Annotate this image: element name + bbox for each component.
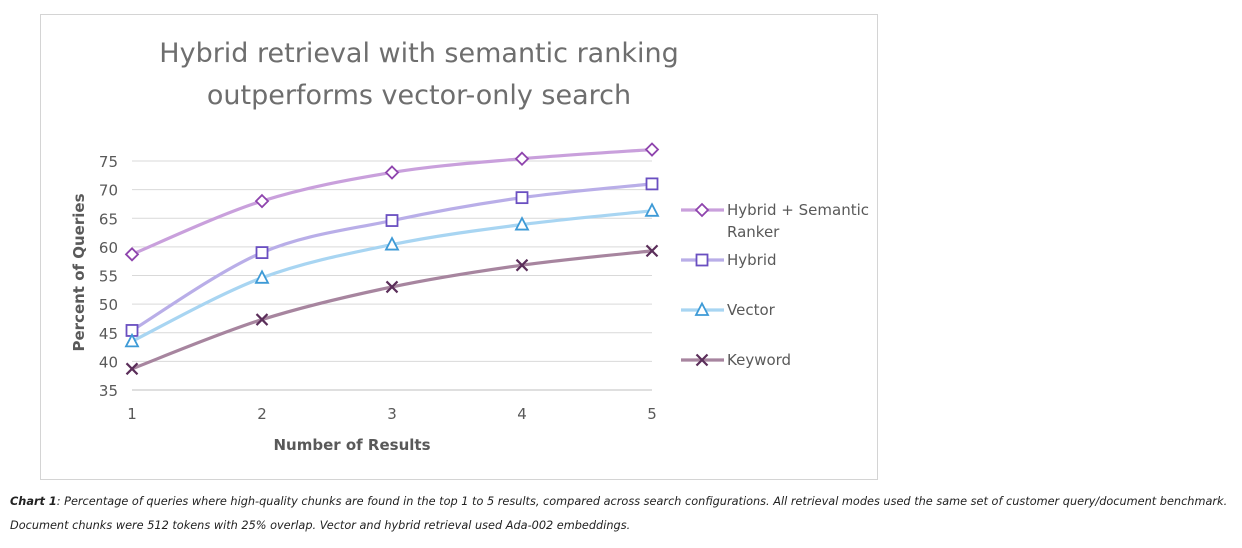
chart-title-line: outperforms vector-only search xyxy=(207,80,631,111)
chart-title-line: Hybrid retrieval with semantic ranking xyxy=(159,38,678,69)
caption-label: Chart 1 xyxy=(10,495,57,508)
y-tick-label: 55 xyxy=(99,268,118,286)
x-tick-label: 5 xyxy=(647,405,657,423)
y-tick-label: 50 xyxy=(99,296,118,314)
data-point xyxy=(254,193,270,209)
data-point xyxy=(385,280,399,294)
data-point xyxy=(515,191,529,205)
series-line-3 xyxy=(130,209,654,343)
data-point xyxy=(384,236,400,251)
legend-label: Ranker xyxy=(727,223,780,241)
legend-marker xyxy=(694,301,710,316)
y-tick-label: 40 xyxy=(99,353,118,371)
data-point xyxy=(515,258,529,272)
data-point xyxy=(255,246,269,260)
data-point xyxy=(645,177,659,191)
data-point xyxy=(124,332,140,348)
legend-marker xyxy=(695,353,709,367)
y-tick-label: 75 xyxy=(99,153,118,171)
chart-caption: Chart 1: Percentage of queries where hig… xyxy=(10,490,1235,538)
series-line-4 xyxy=(130,249,654,371)
legend-marker xyxy=(694,202,710,218)
series-line-2 xyxy=(130,182,654,333)
y-tick-label: 35 xyxy=(99,382,118,400)
legend-label: Keyword xyxy=(727,351,791,369)
y-tick-label: 60 xyxy=(99,239,118,257)
data-point xyxy=(125,362,139,376)
y-tick-label: 65 xyxy=(99,210,118,228)
legend-marker xyxy=(695,253,709,267)
legend-label: Hybrid + Semantic xyxy=(727,201,869,219)
x-tick-label: 1 xyxy=(127,405,137,423)
data-point xyxy=(514,151,530,166)
y-tick-label: 45 xyxy=(99,325,118,343)
data-point xyxy=(384,165,400,180)
data-point xyxy=(255,313,269,326)
legend-label: Vector xyxy=(727,301,776,319)
data-point xyxy=(645,244,659,258)
legend-label: Hybrid xyxy=(727,251,777,269)
x-tick-label: 4 xyxy=(517,405,527,423)
data-point xyxy=(385,214,399,227)
y-tick-label: 70 xyxy=(99,182,118,200)
data-point xyxy=(124,247,140,262)
line-chart: Hybrid retrieval with semantic ranking ou… xyxy=(70,38,869,454)
x-tick-label: 3 xyxy=(387,405,397,423)
x-tick-label: 2 xyxy=(257,405,267,423)
data-point xyxy=(644,202,660,217)
data-point xyxy=(514,216,530,231)
data-point xyxy=(254,269,270,284)
data-point xyxy=(644,142,660,157)
caption-text: : Percentage of queries where high-quali… xyxy=(10,495,1228,532)
x-axis-title: Number of Results xyxy=(273,436,430,454)
y-axis-title: Percent of Queries xyxy=(70,193,88,351)
